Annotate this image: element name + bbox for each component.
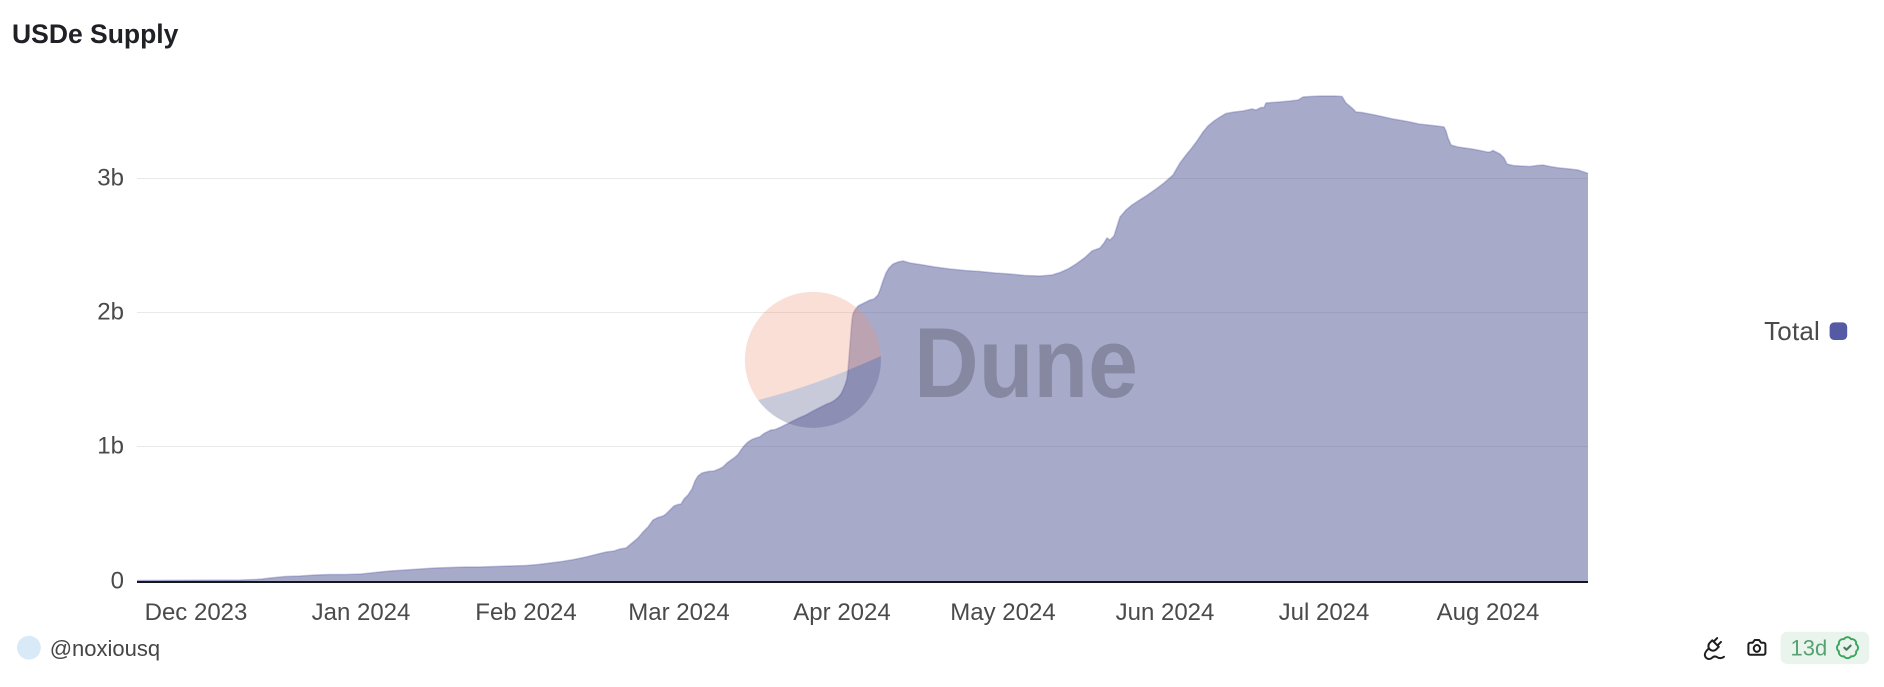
svg-text:Aug 2024: Aug 2024 [1437, 599, 1540, 626]
svg-text:May 2024: May 2024 [950, 599, 1055, 626]
svg-text:Dune: Dune [914, 309, 1138, 419]
svg-text:Dec 2023: Dec 2023 [145, 599, 248, 626]
svg-text:Jan 2024: Jan 2024 [312, 599, 411, 626]
svg-text:@noxiousq: @noxiousq [50, 636, 160, 661]
svg-text:0: 0 [111, 568, 124, 595]
svg-text:3b: 3b [97, 165, 124, 192]
svg-text:Total: Total [1764, 316, 1820, 346]
svg-text:Jul 2024: Jul 2024 [1279, 599, 1370, 626]
svg-text:2b: 2b [97, 299, 124, 326]
svg-text:Apr 2024: Apr 2024 [793, 599, 890, 626]
svg-text:Feb 2024: Feb 2024 [475, 599, 576, 626]
svg-text:Jun 2024: Jun 2024 [1116, 599, 1215, 626]
svg-text:13d: 13d [1791, 636, 1828, 661]
svg-text:Mar 2024: Mar 2024 [628, 599, 729, 626]
svg-text:1b: 1b [97, 433, 124, 460]
svg-text:USDe Supply: USDe Supply [12, 19, 179, 49]
